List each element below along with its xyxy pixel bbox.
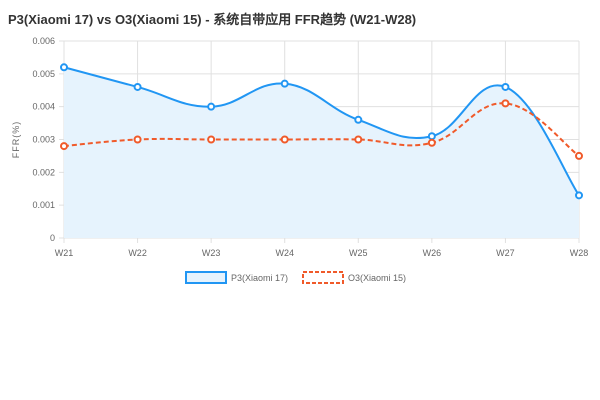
data-point [427,132,436,141]
x-tick-label: W22 [128,248,147,258]
legend-swatch-2 [302,271,344,284]
data-point [60,63,68,72]
data-point [427,138,436,147]
data-point [575,151,583,160]
x-tick-label: W23 [202,248,221,258]
data-point [280,79,289,88]
data-point [280,135,289,144]
y-tick-label: 0 [50,233,55,243]
data-point [354,115,363,124]
legend-label-2: O3(Xiaomi 15) [348,273,406,283]
data-point [501,82,510,91]
y-tick-label: 0.005 [32,69,55,79]
x-tick-label: W21 [55,248,74,258]
x-tick-label: W24 [275,248,294,258]
y-tick-label: 0.001 [32,200,55,210]
legend-swatch-1 [185,271,227,284]
data-point [207,135,216,144]
y-tick-label: 0.006 [32,36,55,46]
data-point [354,135,363,144]
data-point [207,102,216,111]
y-tick-label: 0.003 [32,135,55,145]
x-tick-label: W27 [496,248,515,258]
x-tick-label: W25 [349,248,368,258]
data-point [133,135,142,144]
data-point [501,99,510,108]
data-point [60,142,68,151]
y-tick-label: 0.002 [32,167,55,177]
series-area-1 [64,67,579,239]
chart-title: P3(Xiaomi 17) vs O3(Xiaomi 15) - 系统自带应用 … [8,12,417,27]
y-tick-label: 0.004 [32,102,55,112]
data-point [133,82,142,91]
y-axis-label: FFR(%) [11,121,21,159]
data-point [575,191,583,200]
x-tick-label: W28 [570,248,589,258]
x-tick-label: W26 [423,248,442,258]
legend-label-1: P3(Xiaomi 17) [231,273,288,283]
